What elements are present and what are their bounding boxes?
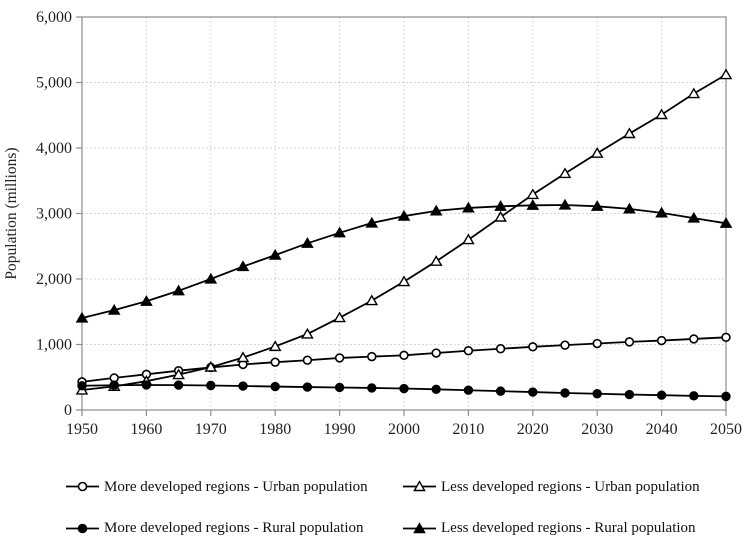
legend-label: Less developed regions - Rural populatio… — [441, 520, 696, 536]
legend-label: Less developed regions - Urban populatio… — [441, 478, 700, 495]
svg-text:2020: 2020 — [517, 421, 549, 438]
svg-text:2000: 2000 — [388, 421, 420, 438]
svg-text:2010: 2010 — [452, 421, 484, 438]
legend-label: More developed regions - Rural populatio… — [104, 520, 364, 536]
svg-text:1950: 1950 — [66, 421, 98, 438]
legend-marker-open-triangle-icon — [403, 480, 436, 492]
svg-text:3,000: 3,000 — [36, 206, 72, 223]
svg-text:1990: 1990 — [324, 421, 356, 438]
svg-text:5,000: 5,000 — [36, 75, 72, 92]
legend-label: More developed regions - Urban populatio… — [104, 478, 368, 495]
series-0 — [77, 332, 731, 387]
legend-item-less-developed-urban: Less developed regions - Urban populatio… — [403, 472, 755, 502]
x-axis-tick-labels: 1950 1960 1970 1980 1990 2000 2010 2020 2030 2040… — [66, 421, 742, 438]
svg-text:2050: 2050 — [710, 421, 742, 438]
legend-marker-open-circle-icon — [66, 481, 99, 492]
y-axis-title: Population (millions) — [3, 147, 20, 279]
svg-text:6,000: 6,000 — [36, 9, 72, 26]
svg-text:4,000: 4,000 — [36, 140, 72, 157]
y-axis-tick-labels: 0 1,000 2,000 3,000 4,000 5,000 6,000 — [36, 9, 72, 419]
series-3 — [75, 198, 733, 323]
series-2 — [77, 380, 731, 402]
chart-legend: More developed regions - Urban populatio… — [0, 455, 755, 543]
svg-text:1960: 1960 — [130, 421, 162, 438]
legend-item-more-developed-urban: More developed regions - Urban populatio… — [66, 472, 403, 502]
svg-text:0: 0 — [64, 402, 72, 419]
svg-text:2030: 2030 — [581, 421, 613, 438]
legend-marker-filled-triangle-icon — [403, 522, 436, 533]
svg-text:1980: 1980 — [259, 421, 291, 438]
svg-text:2040: 2040 — [646, 421, 678, 438]
svg-text:2,000: 2,000 — [36, 271, 72, 288]
svg-text:1970: 1970 — [195, 421, 227, 438]
gridlines — [82, 17, 726, 410]
legend-marker-filled-circle-icon — [66, 523, 99, 534]
axes-and-border — [76, 16, 727, 416]
svg-text:1,000: 1,000 — [36, 337, 72, 354]
legend-item-less-developed-rural: Less developed regions - Rural populatio… — [403, 514, 755, 543]
legend-item-more-developed-rural: More developed regions - Rural populatio… — [66, 514, 403, 543]
